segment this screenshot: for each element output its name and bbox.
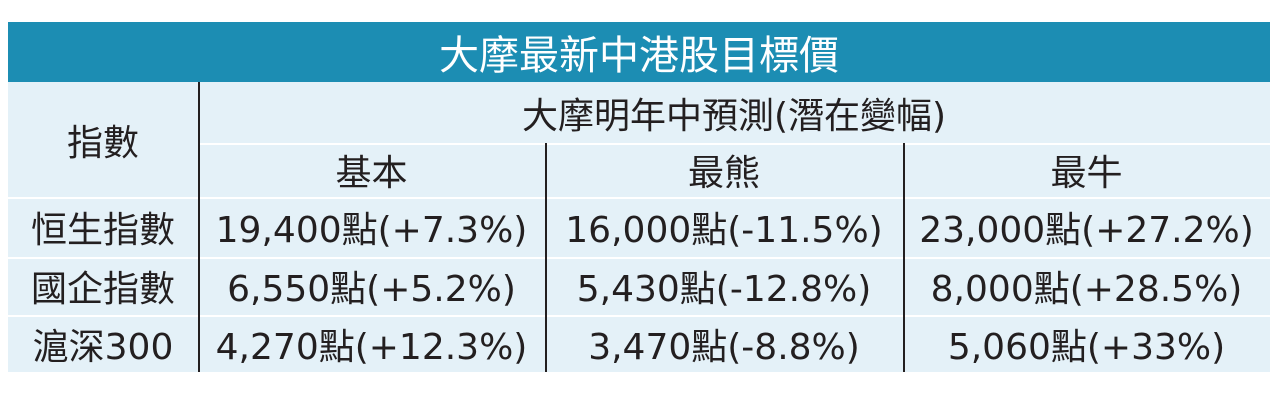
table-title: 大摩最新中港股目標價 (8, 22, 1270, 82)
column-header: 最熊 (687, 153, 760, 194)
row-label: 恒生指數 (30, 210, 175, 251)
table-cell: 16,000點(-11.5%) (565, 210, 883, 251)
row-label: 國企指數 (30, 269, 175, 310)
table-cell: 8,000點(+28.5%) (930, 269, 1243, 310)
index-header: 指數 (66, 122, 139, 164)
column-header: 最牛 (1050, 153, 1123, 194)
table-cell: 5,060點(+33%) (947, 326, 1226, 368)
column-header: 基本 (335, 153, 408, 194)
table-cell: 19,400點(+7.3%) (215, 210, 528, 251)
row-divider (8, 197, 1270, 199)
row-label: 滬深300 (32, 326, 174, 368)
column-divider (903, 143, 905, 372)
row-divider (198, 143, 1270, 145)
table-cell: 5,430點(-12.8%) (576, 269, 872, 310)
table: 指數 大摩明年中預測(潛在變幅) 基本 最熊 最牛恒生指數 19,400點(+7.3%) 1… (8, 82, 1270, 372)
group-header: 大摩明年中預測(潛在變幅) (521, 95, 947, 137)
table-cell: 23,000點(+27.2%) (919, 210, 1254, 251)
column-divider (198, 82, 200, 372)
table-cell: 6,550點(+5.2%) (227, 269, 516, 310)
row-divider (8, 315, 1270, 317)
column-divider (545, 143, 547, 372)
table-cell: 4,270點(+12.3%) (215, 326, 528, 368)
table-cell: 3,470點(-8.8%) (588, 326, 860, 368)
row-divider (8, 257, 1270, 259)
